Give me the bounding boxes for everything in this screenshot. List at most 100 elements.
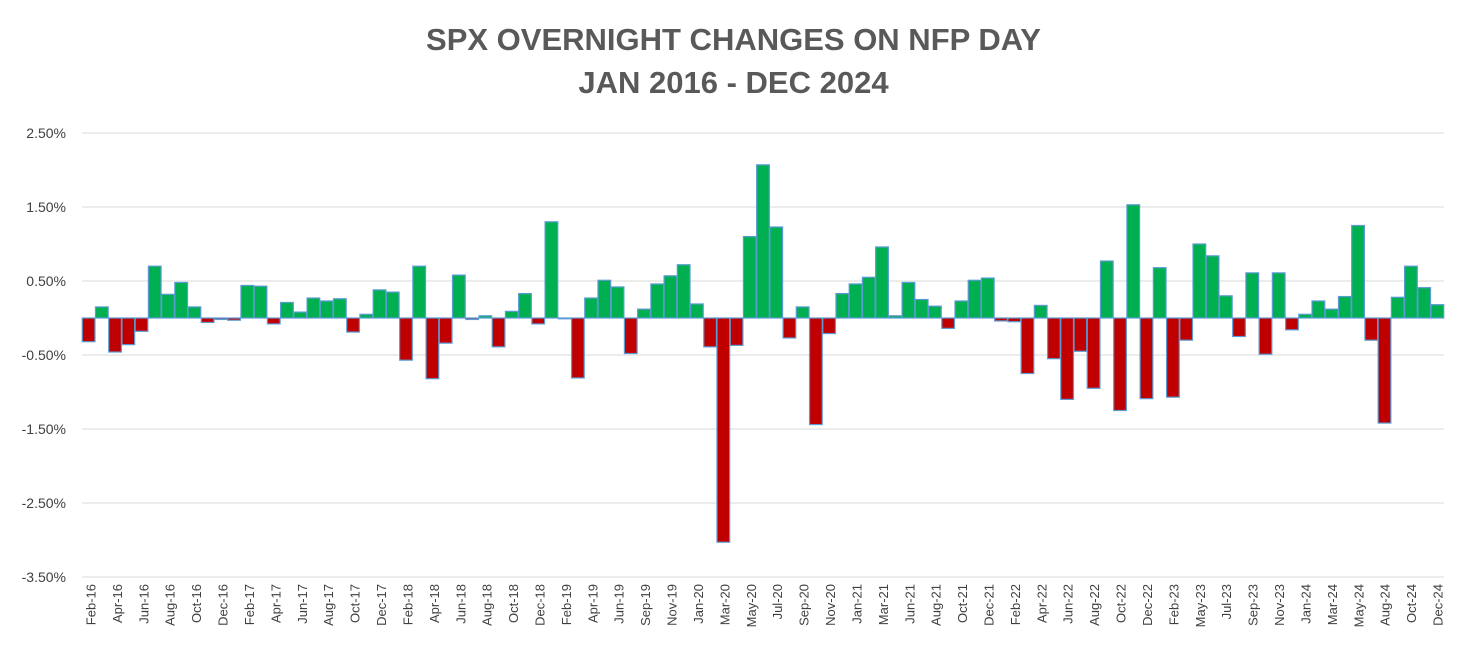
x-tick-label: May-24: [1351, 584, 1366, 627]
chart-title-line-1: SPX OVERNIGHT CHANGES ON NFP DAY: [426, 22, 1041, 57]
chart-title: SPX OVERNIGHT CHANGES ON NFP DAY JAN 201…: [0, 18, 1467, 104]
x-tick-label: Aug-22: [1087, 584, 1102, 626]
x-tick-label: Mar-21: [876, 584, 891, 625]
bar: [1271, 272, 1286, 319]
y-tick-label: 0.50%: [26, 273, 66, 289]
bar: [1218, 295, 1233, 319]
bar: [200, 317, 215, 324]
bar: [1192, 243, 1207, 319]
bars: [81, 164, 1445, 543]
x-tick-label: Apr-22: [1034, 584, 1049, 623]
bar: [756, 164, 770, 319]
bar: [1205, 255, 1220, 319]
x-tick-label: Nov-23: [1272, 584, 1287, 626]
bar: [1232, 317, 1246, 338]
x-tick-label: Jun-19: [612, 584, 627, 624]
bar: [927, 305, 942, 319]
bar: [1351, 224, 1365, 319]
x-tick-label: Oct-24: [1404, 584, 1419, 623]
x-tick-label: Oct-18: [506, 584, 521, 623]
x-tick-label: Feb-23: [1166, 584, 1181, 625]
x-tick-label: Sep-19: [638, 584, 653, 626]
y-tick-label: 2.50%: [26, 125, 66, 141]
bar: [637, 308, 651, 319]
x-tick-label: Jun-21: [902, 584, 917, 624]
bar: [121, 317, 136, 346]
bar: [174, 281, 189, 319]
bar: [954, 300, 969, 319]
x-tick-label: Jan-21: [849, 584, 864, 624]
bar: [808, 317, 823, 426]
x-tick-label: Oct-21: [955, 584, 970, 623]
bar: [742, 236, 757, 319]
bar: [795, 306, 810, 319]
x-tick-label: Nov-20: [823, 584, 838, 626]
bar: [1060, 317, 1075, 401]
bar: [266, 317, 281, 325]
bar: [518, 292, 532, 319]
bar: [544, 221, 559, 319]
x-tick-label: Jun-16: [136, 584, 151, 624]
bar: [1126, 204, 1141, 319]
bar: [689, 303, 704, 319]
bar: [372, 289, 387, 319]
x-tick-label: Aug-21: [929, 584, 944, 626]
bar: [1007, 317, 1022, 323]
bar: [306, 297, 321, 319]
x-tick-label: Aug-17: [321, 584, 336, 626]
bar: [1099, 260, 1114, 319]
x-tick-label: Aug-16: [163, 584, 178, 626]
bar: [1298, 313, 1313, 319]
x-tick-label: Sep-20: [797, 584, 812, 626]
bar: [848, 283, 863, 319]
bar: [451, 274, 466, 319]
bar: [425, 317, 440, 380]
x-tick-label: Jul-23: [1219, 584, 1234, 619]
bar: [319, 300, 334, 319]
bar: [81, 317, 96, 343]
bar: [465, 317, 480, 321]
bar: [875, 246, 889, 319]
bar: [1403, 265, 1418, 319]
y-tick-label: -3.50%: [22, 569, 66, 585]
x-tick-label: Dec-22: [1140, 584, 1155, 626]
bar: [1390, 296, 1405, 319]
x-tick-label: Feb-16: [84, 584, 99, 625]
bar: [1046, 317, 1061, 360]
bar: [1165, 317, 1180, 398]
bar: [623, 317, 638, 355]
bar: [1245, 272, 1260, 319]
bar: [161, 293, 175, 319]
bar: [531, 317, 546, 325]
bar: [663, 275, 678, 319]
x-tick-label: May-23: [1193, 584, 1208, 627]
bar: [359, 313, 374, 319]
bar: [438, 317, 453, 344]
x-tick-label: Dec-24: [1431, 584, 1446, 626]
bar: [782, 317, 797, 339]
bar: [1258, 317, 1273, 355]
bar: [676, 264, 691, 319]
x-tick-label: Jun-18: [453, 584, 468, 624]
bar: [994, 317, 1008, 322]
bar: [769, 226, 784, 319]
x-tick-label: Dec-21: [982, 584, 997, 626]
x-tick-label: Apr-18: [427, 584, 442, 623]
bar: [332, 298, 347, 319]
x-tick-label: Aug-24: [1378, 584, 1393, 626]
x-tick-label: Apr-17: [268, 584, 283, 623]
x-tick-label: Mar-24: [1325, 584, 1340, 625]
bar: [227, 317, 242, 321]
x-tick-label: Apr-16: [110, 584, 125, 623]
bar: [108, 317, 123, 353]
x-tick-label: Jun-22: [1061, 584, 1076, 624]
bar: [1311, 300, 1326, 319]
bar: [703, 317, 718, 348]
bar: [941, 317, 956, 329]
x-tick-label: Nov-19: [665, 584, 680, 626]
bar: [716, 317, 731, 543]
x-tick-label: Jan-24: [1298, 584, 1313, 624]
bar: [399, 317, 413, 361]
bar: [822, 317, 837, 335]
